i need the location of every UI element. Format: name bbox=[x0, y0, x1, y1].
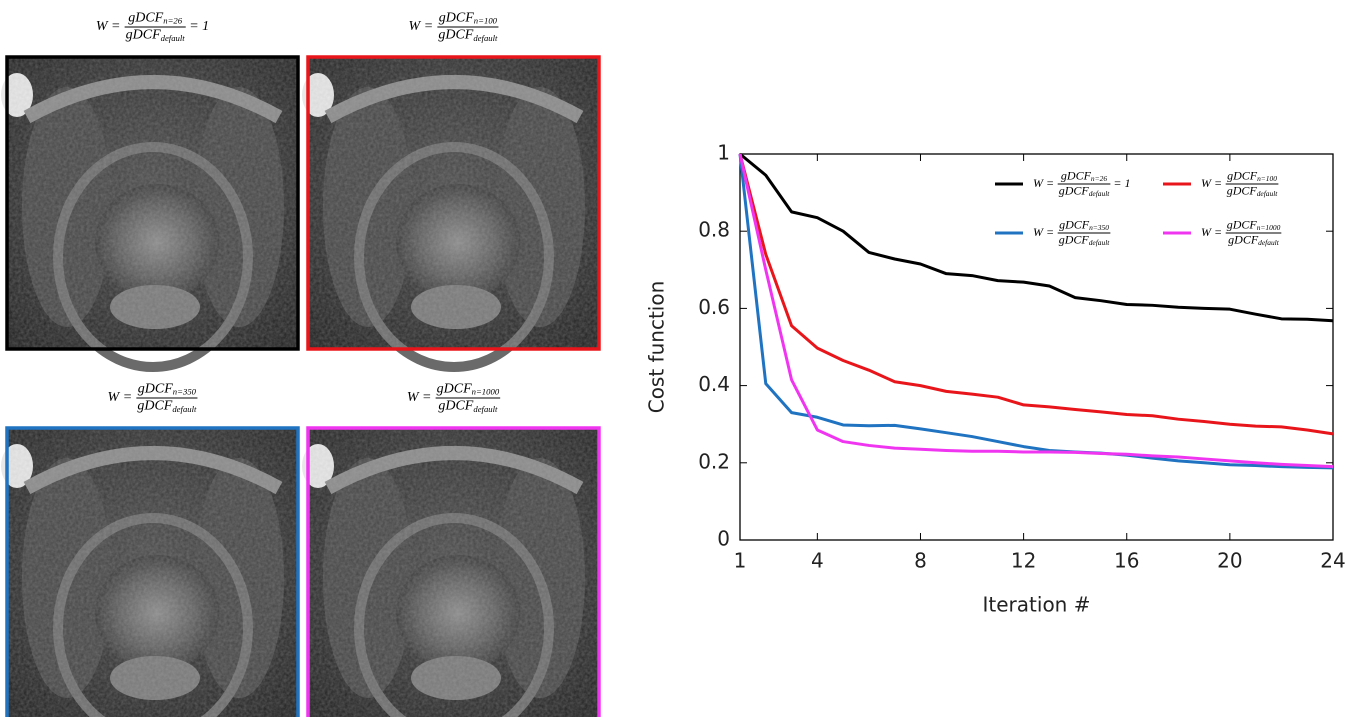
x-tick-label: 20 bbox=[1217, 549, 1242, 573]
formula-den-sub: default bbox=[1089, 238, 1111, 247]
formula-den-main: gDCF bbox=[438, 399, 473, 414]
formula-num: gDCFn=100 bbox=[1227, 168, 1277, 183]
y-tick-label: 0 bbox=[717, 527, 730, 551]
formula-num-sub: n=350 bbox=[1089, 223, 1109, 232]
formula-num-sub: n=100 bbox=[1257, 174, 1277, 183]
formula-num-main: gDCF bbox=[1061, 168, 1092, 182]
formula-num-sub: n=26 bbox=[1091, 174, 1107, 183]
formula-den-main: gDCF bbox=[1227, 183, 1258, 197]
formula-den-sub: default bbox=[1089, 189, 1111, 198]
formula-num: gDCFn=26 bbox=[1061, 168, 1107, 183]
formula-lhs: W = bbox=[96, 19, 121, 34]
formula-num-main: gDCF bbox=[437, 382, 472, 397]
formula-den: gDCFdefault bbox=[438, 399, 498, 414]
formula-den-main: gDCF bbox=[1059, 183, 1090, 197]
image-noise bbox=[7, 428, 298, 717]
formula-den: gDCFdefault bbox=[126, 28, 186, 43]
mri-image bbox=[1, 55, 300, 372]
image-noise bbox=[308, 57, 599, 349]
formula-num-sub: n=100 bbox=[474, 15, 498, 25]
formula-den: gDCFdefault bbox=[1227, 183, 1279, 198]
formula-den-main: gDCF bbox=[438, 28, 473, 43]
formula-num: gDCFn=1000 bbox=[437, 382, 500, 397]
formula-num-main: gDCF bbox=[1227, 217, 1258, 231]
formula-den: gDCFdefault bbox=[1059, 183, 1111, 198]
formula-num: gDCFn=350 bbox=[1059, 217, 1109, 232]
y-tick-label: 0.4 bbox=[698, 372, 730, 396]
formula-den-sub: default bbox=[172, 404, 197, 414]
formula-den: gDCFdefault bbox=[1059, 232, 1111, 247]
formula-lhs: W = bbox=[1201, 176, 1222, 190]
formula-lhs: W = bbox=[1033, 176, 1054, 190]
mri-image bbox=[1, 426, 300, 717]
formula-num-main: gDCF bbox=[128, 11, 163, 26]
formula-num: gDCFn=1000 bbox=[1227, 217, 1281, 232]
x-tick-label: 12 bbox=[1011, 549, 1036, 573]
formula-lhs: W = bbox=[1201, 225, 1222, 239]
formula-den: gDCFdefault bbox=[438, 28, 498, 43]
formula-lhs: W = bbox=[1033, 225, 1054, 239]
formula-den-main: gDCF bbox=[126, 28, 161, 43]
formula-den-main: gDCF bbox=[1228, 232, 1259, 246]
formula-den-main: gDCF bbox=[137, 399, 172, 414]
mri-image bbox=[302, 426, 601, 717]
formula-den-main: gDCF bbox=[1059, 232, 1090, 246]
formula-num: gDCFn=100 bbox=[439, 11, 498, 26]
formula-num-main: gDCF bbox=[1227, 168, 1258, 182]
x-tick-label: 1 bbox=[734, 549, 747, 573]
y-tick-label: 0.2 bbox=[698, 449, 730, 473]
formula-lhs: W = bbox=[409, 19, 434, 34]
x-tick-label: 24 bbox=[1320, 549, 1345, 573]
image-frame bbox=[306, 55, 601, 351]
image-frame bbox=[5, 55, 300, 351]
x-tick-label: 16 bbox=[1114, 549, 1139, 573]
formula-lhs: W = bbox=[407, 390, 432, 405]
data-line bbox=[739, 152, 1334, 323]
formula-rhs: = 1 bbox=[189, 19, 209, 34]
data-line bbox=[738, 153, 1334, 436]
formula-den-sub: default bbox=[473, 404, 498, 414]
image-noise bbox=[308, 428, 599, 717]
formula-num-sub: n=1000 bbox=[472, 386, 500, 396]
y-tick-label: 1 bbox=[717, 141, 730, 165]
formula-num-main: gDCF bbox=[439, 11, 474, 26]
formula-num: gDCFn=26 bbox=[128, 11, 183, 26]
y-axis-label: Cost function bbox=[645, 281, 669, 414]
formula-num-sub: n=26 bbox=[163, 15, 183, 25]
formula-num-main: gDCF bbox=[1059, 217, 1090, 231]
data-line bbox=[738, 153, 1334, 470]
x-tick-label: 8 bbox=[914, 549, 927, 573]
formula-lhs: W = bbox=[108, 390, 133, 405]
formula-den-sub: default bbox=[1257, 189, 1279, 198]
formula-den: gDCFdefault bbox=[137, 399, 197, 414]
formula-den-sub: default bbox=[473, 33, 498, 43]
data-line bbox=[738, 153, 1334, 469]
formula-num-sub: n=350 bbox=[173, 386, 197, 396]
x-tick-label: 4 bbox=[811, 549, 824, 573]
formula-rhs: = 1 bbox=[1113, 176, 1130, 190]
image-noise bbox=[7, 57, 298, 349]
plot-frame bbox=[739, 153, 1334, 541]
formula-den-sub: default bbox=[1258, 238, 1280, 247]
y-tick-label: 0.6 bbox=[698, 295, 730, 319]
formula-num-sub: n=1000 bbox=[1257, 223, 1281, 232]
formula-den: gDCFdefault bbox=[1228, 232, 1280, 247]
formula-den-sub: default bbox=[161, 33, 186, 43]
x-axis-label: Iteration # bbox=[983, 593, 1091, 617]
image-frame bbox=[306, 426, 601, 717]
y-tick-label: 0.8 bbox=[698, 218, 730, 242]
formula-num: gDCFn=350 bbox=[138, 382, 197, 397]
formula-num-main: gDCF bbox=[138, 382, 173, 397]
mri-image bbox=[302, 55, 601, 372]
image-frame bbox=[5, 426, 300, 717]
